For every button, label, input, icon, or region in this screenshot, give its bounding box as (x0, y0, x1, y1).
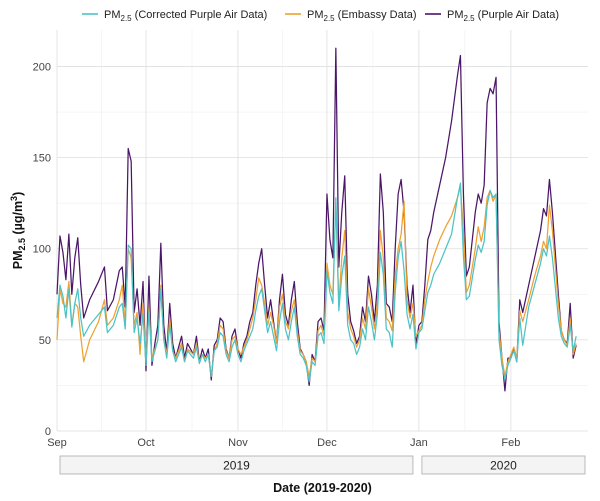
series-layer (56, 47, 577, 392)
y-tick-label: 200 (33, 61, 51, 73)
legend-label-part: PM (307, 9, 324, 21)
series-line-corrected (56, 182, 577, 383)
x-tick-label: Jan (410, 437, 428, 449)
x-tick-label: Feb (501, 437, 520, 449)
x-tick-label: Sep (47, 437, 67, 449)
y-tick-label: 100 (33, 244, 51, 256)
y-axis-label-part: PM (11, 251, 25, 270)
legend-label-part: PM (447, 9, 464, 21)
y-axis-label-part: ) (11, 192, 25, 196)
legend-label-part: PM (104, 9, 121, 21)
legend-label-part: (Embassy Data) (335, 9, 417, 21)
year-strip: 2019 (59, 455, 414, 475)
y-axis-label-part: 3 (9, 196, 19, 201)
year-strip-label: 2020 (490, 459, 517, 473)
y-tick-label: 0 (45, 426, 51, 438)
legend-label: PM2.5 (Purple Air Data) (447, 9, 559, 23)
x-tick-label: Nov (228, 437, 248, 449)
legend-label-part: (Corrected Purple Air Data) (132, 9, 268, 21)
legend-label: PM2.5 (Embassy Data) (307, 9, 417, 23)
y-tick-label: 150 (33, 153, 51, 165)
y-axis-label: PM2.5 (µg/m3) (9, 192, 27, 270)
year-strip-label: 2019 (223, 459, 250, 473)
y-tick-label: 50 (39, 335, 51, 347)
year-strip-box (421, 455, 586, 475)
legend-label: PM2.5 (Corrected Purple Air Data) (104, 9, 267, 23)
legend-label-part: (Purple Air Data) (475, 9, 559, 21)
grid-layer (56, 30, 588, 432)
legend-entry-purple: PM2.5 (Purple Air Data) (425, 9, 559, 23)
x-axis-label: Date (2019-2020) (273, 481, 372, 495)
year-strip: 2020 (421, 455, 586, 475)
year-strip-box (59, 455, 414, 475)
legend-entry-embassy: PM2.5 (Embassy Data) (285, 9, 417, 23)
x-tick-label: Oct (137, 437, 154, 449)
legend-label-part: 2.5 (464, 14, 476, 23)
y-axis: 0 50 100 150 200 (33, 61, 51, 438)
y-axis-label-part: (µg/m (11, 201, 25, 238)
y-axis-label-part: 2.5 (17, 238, 27, 251)
x-tick-label: Dec (317, 437, 337, 449)
legend-entry-corrected: PM2.5 (Corrected Purple Air Data) (82, 9, 267, 23)
legend-label-part: 2.5 (121, 14, 133, 23)
legend: PM2.5 (Corrected Purple Air Data) PM2.5 (… (82, 9, 559, 23)
legend-label-part: 2.5 (324, 14, 336, 23)
x-axis: Sep Oct Nov Dec Jan Feb (47, 437, 520, 449)
year-strips: 2019 2020 (59, 455, 586, 475)
